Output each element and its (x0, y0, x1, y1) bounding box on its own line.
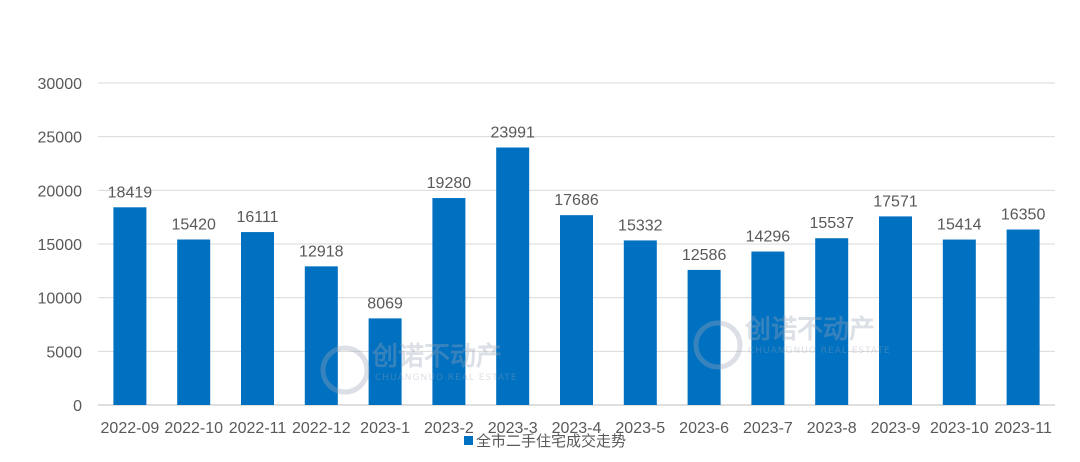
bar (304, 266, 338, 405)
x-tick-label: 2023-7 (743, 420, 793, 437)
watermark-logo-icon (320, 345, 370, 395)
y-axis-ticks: 0 5000 10000 15000 20000 25000 30000 (38, 76, 83, 415)
bar (879, 216, 912, 405)
data-labels: 18419 15420 16111 12918 8069 19280 23991 17686 1… (108, 124, 1046, 312)
bar (815, 238, 849, 405)
data-label: 12586 (682, 247, 727, 264)
data-label: 12918 (299, 243, 344, 260)
bar (623, 240, 657, 405)
bar (496, 147, 530, 406)
x-tick-label: 2023-2 (424, 420, 474, 437)
x-tick-label: 2022-09 (101, 420, 160, 437)
x-tick-label: 2023-5 (615, 420, 665, 437)
x-tick-label: 2023-1 (360, 420, 410, 437)
y-tick-label: 5000 (46, 344, 82, 361)
x-tick-label: 2023-6 (679, 420, 729, 437)
data-label: 8069 (367, 295, 403, 312)
watermark-brand: 创诺不动产 (744, 315, 875, 345)
x-tick-label: 2022-11 (229, 420, 287, 437)
y-tick-label: 30000 (38, 76, 83, 93)
data-label: 17571 (873, 193, 918, 210)
bar (432, 198, 466, 405)
watermark-brand: 创诺不动产 (371, 342, 502, 372)
x-axis-ticks: 2022-09 2022-10 2022-11 2022-12 2023-1 2023-2… (101, 420, 1052, 437)
bar (942, 239, 976, 405)
x-tick-label: 2023-8 (807, 420, 857, 437)
data-label: 14296 (746, 229, 791, 246)
y-tick-label: 15000 (38, 237, 83, 254)
x-tick-label: 2023-11 (994, 420, 1052, 437)
watermark-subtitle: CHUANGNUO REAL ESTATE (375, 373, 518, 383)
x-tick-label: 2022-12 (292, 420, 351, 437)
data-label: 19280 (427, 175, 472, 192)
bar (1006, 229, 1040, 405)
bar (113, 207, 147, 405)
data-label: 18419 (108, 184, 153, 201)
data-label: 15332 (618, 217, 663, 234)
legend: 全市二手住宅成交走势 (464, 432, 626, 450)
watermark-left: 创诺不动产 CHUANGNUO REAL ESTATE (320, 342, 518, 395)
x-tick-label: 2023-3 (488, 420, 538, 437)
data-label: 15537 (809, 215, 854, 232)
x-tick-label: 2023-4 (552, 420, 602, 437)
watermark-logo-icon (693, 320, 743, 370)
data-label: 15420 (171, 216, 216, 233)
bar (751, 251, 785, 405)
x-tick-label: 2022-10 (164, 420, 223, 437)
bar (368, 318, 402, 405)
bar (241, 232, 274, 405)
watermark-subtitle: CHUANGNUO REAL ESTATE (748, 346, 891, 356)
data-label: 15414 (937, 217, 982, 234)
y-tick-label: 0 (73, 398, 82, 415)
watermark-right: 创诺不动产 CHUANGNUO REAL ESTATE (693, 315, 891, 370)
legend-label: 全市二手住宅成交走势 (476, 432, 626, 450)
bar (560, 215, 593, 405)
data-label: 17686 (554, 192, 599, 209)
data-label: 16350 (1001, 207, 1046, 224)
y-tick-label: 10000 (38, 291, 83, 308)
bar (687, 269, 721, 405)
data-label: 23991 (490, 124, 535, 141)
y-tick-label: 25000 (38, 130, 83, 147)
bar (177, 239, 211, 405)
y-tick-label: 20000 (38, 183, 83, 200)
x-tick-label: 2023-10 (930, 420, 989, 437)
bars (113, 147, 1040, 406)
x-tick-label: 2023-9 (871, 420, 921, 437)
legend-swatch (464, 436, 473, 445)
data-label: 16111 (236, 209, 278, 226)
